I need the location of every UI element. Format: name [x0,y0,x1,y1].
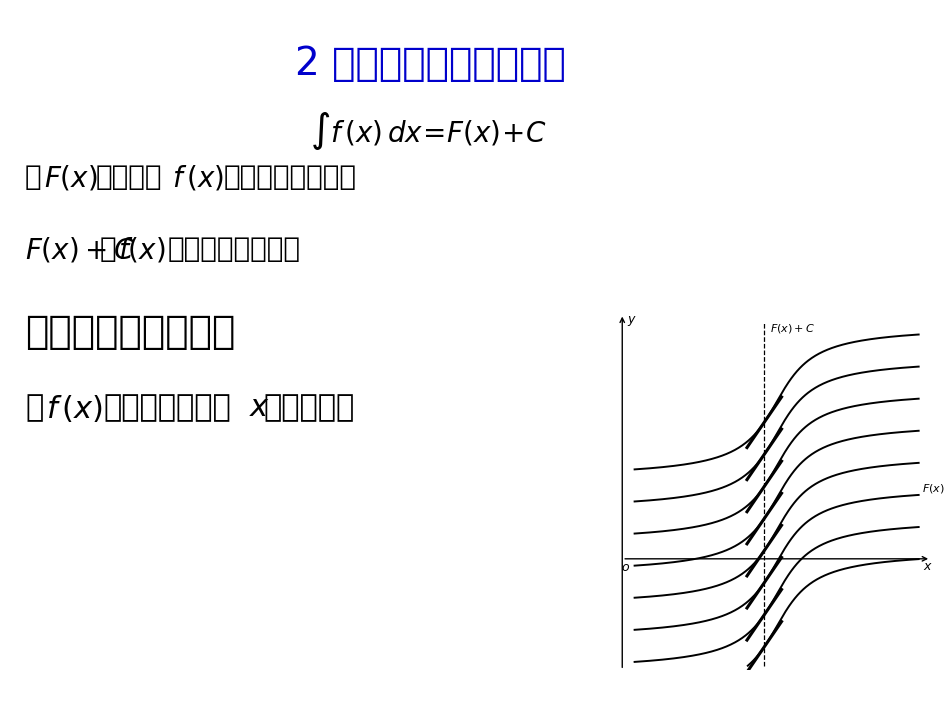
Text: 的一族积分曲线，: 的一族积分曲线， [168,235,301,263]
Text: 称之为积分曲线族，: 称之为积分曲线族， [25,313,236,351]
Text: $F(x)$: $F(x)$ [922,483,944,496]
Text: 的图像是: 的图像是 [96,163,162,191]
Text: $y$: $y$ [627,314,636,328]
Text: $f\,(x)$: $f\,(x)$ [46,393,103,424]
Text: 是: 是 [100,235,116,263]
Text: $F(x)+C$: $F(x)+C$ [770,322,815,335]
Text: 称: 称 [25,163,42,191]
Text: $F(x)$: $F(x)$ [44,163,98,192]
Text: $f\,(x)$: $f\,(x)$ [172,163,224,192]
Text: 点的斜率。: 点的斜率。 [264,393,355,422]
Text: $o$: $o$ [620,561,630,574]
Text: $x$: $x$ [250,393,271,422]
Text: $\int f\,(x)\,dx\!=\!F(x)\!+\!C$: $\int f\,(x)\,dx\!=\!F(x)\!+\!C$ [310,110,547,152]
Text: 2 、不定积分的几何意义: 2 、不定积分的几何意义 [294,45,565,83]
Text: $F(x)+C$: $F(x)+C$ [25,235,134,264]
Text: 的一条积分曲线，: 的一条积分曲线， [224,163,357,191]
Text: 正是积分曲线在: 正是积分曲线在 [104,393,231,422]
Text: $f(x)$: $f(x)$ [119,235,166,264]
Text: $x$: $x$ [923,560,933,573]
Text: 而: 而 [25,393,44,422]
